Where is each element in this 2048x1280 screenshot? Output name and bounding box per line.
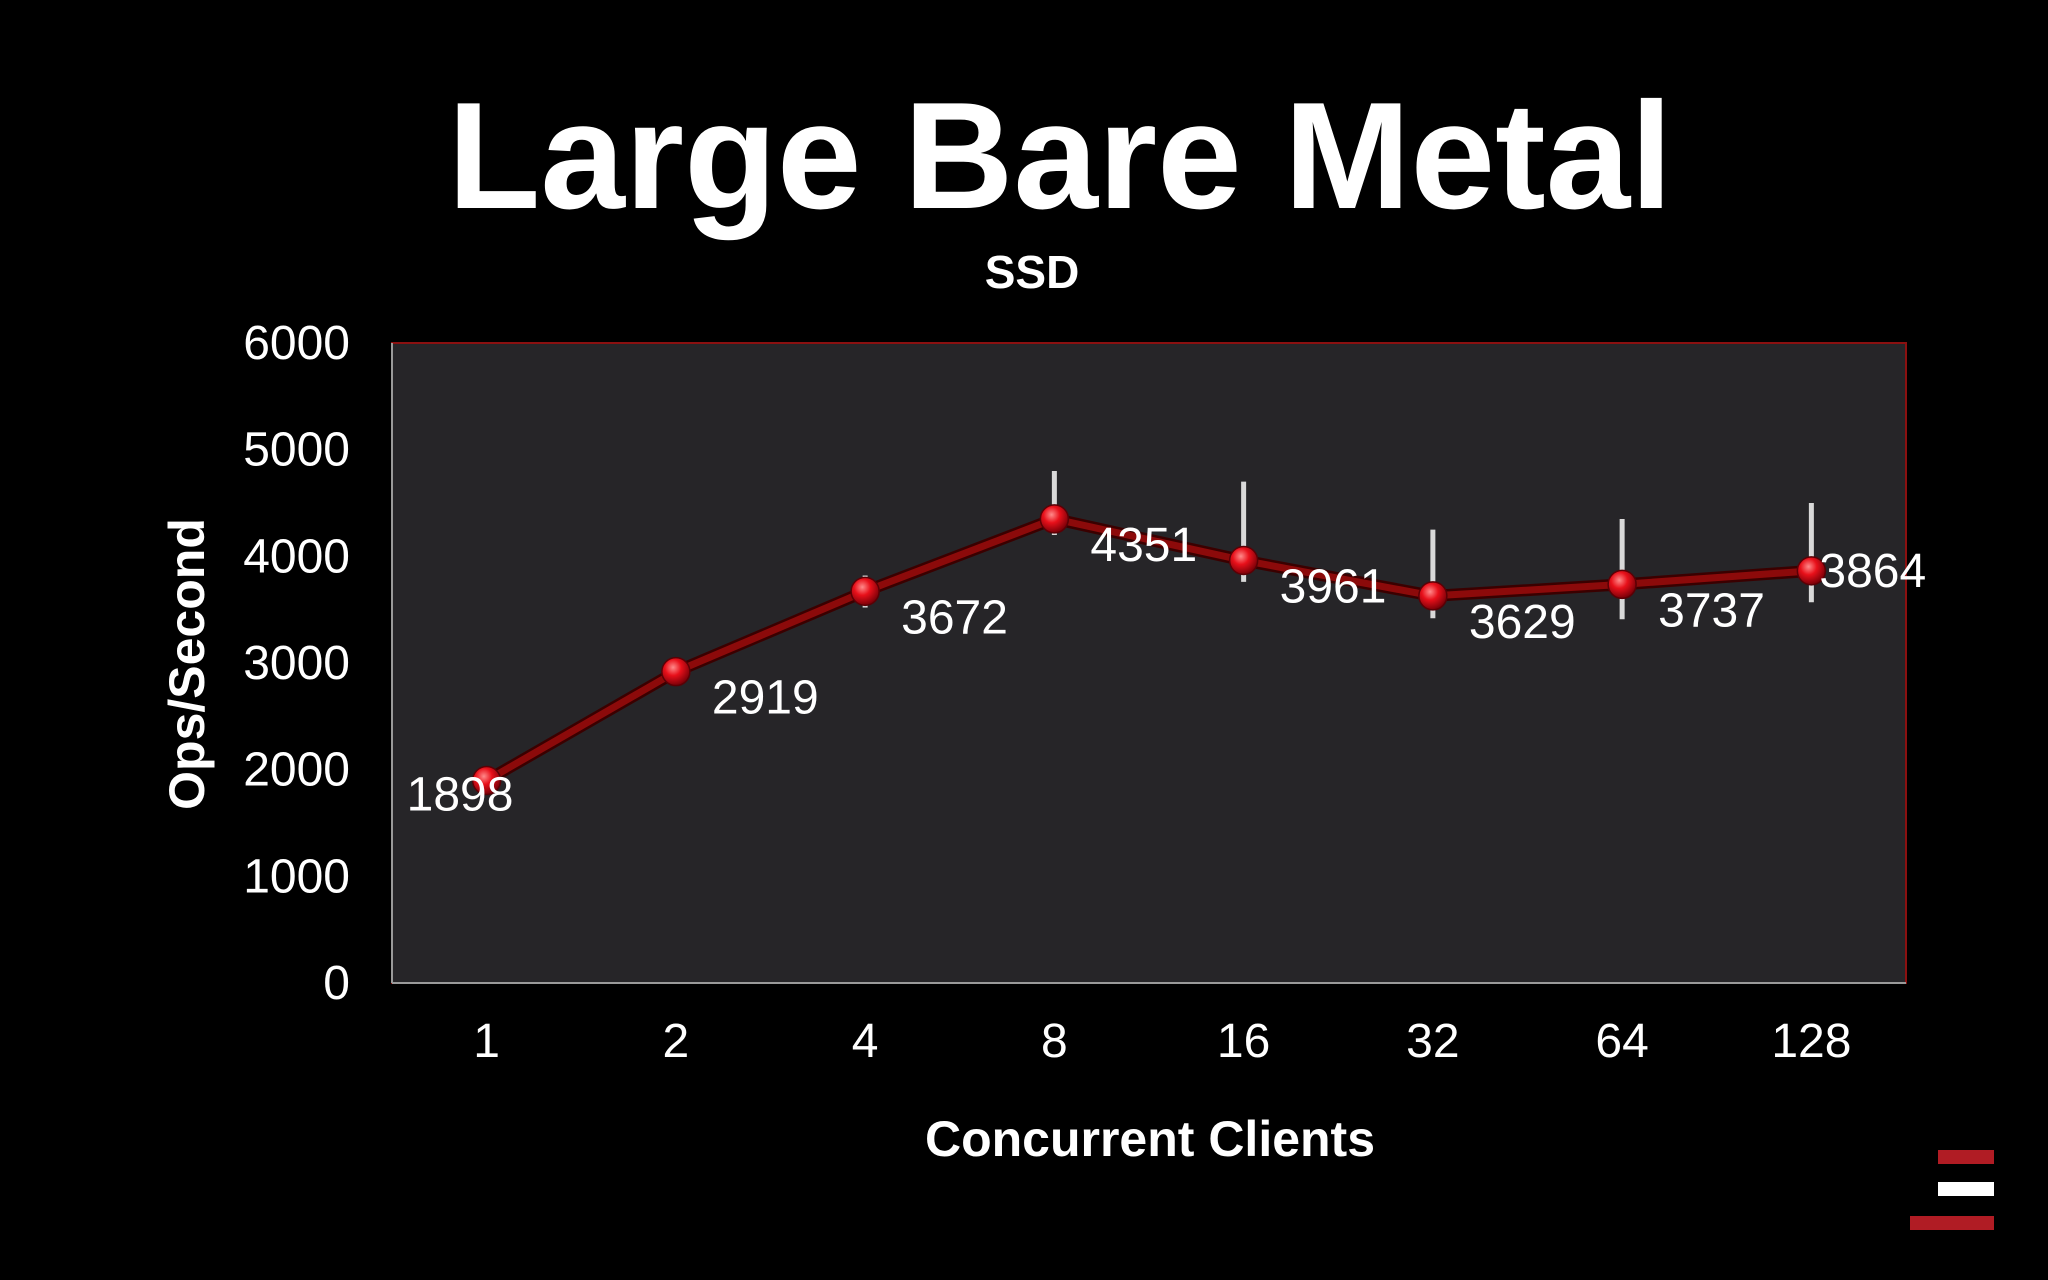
x-tick-label: 32 <box>1406 1015 1459 1068</box>
data-label: 3864 <box>1819 545 1926 598</box>
data-point <box>471 765 502 796</box>
x-tick-label: 2 <box>663 1015 690 1068</box>
logo-bar-top <box>1938 1150 1994 1164</box>
data-label: 2919 <box>712 672 819 725</box>
y-tick-label: 3000 <box>243 637 350 690</box>
x-tick-label: 4 <box>852 1015 879 1068</box>
series-line-group <box>480 512 1818 787</box>
x-tick-label: 128 <box>1771 1015 1851 1068</box>
y-tick-label: 1000 <box>243 850 350 903</box>
series-line <box>483 515 1815 785</box>
data-label: 3629 <box>1469 596 1576 649</box>
y-axis-label: Ops/Second <box>159 518 215 810</box>
y-tick-label: 2000 <box>243 744 350 797</box>
x-tick-label: 1 <box>473 1015 500 1068</box>
brand-logo-icon <box>1910 1150 1994 1230</box>
y-tick-label: 5000 <box>243 424 350 477</box>
data-label: 1898 <box>407 769 514 822</box>
x-axis-label: Concurrent Clients <box>925 1111 1375 1167</box>
data-point <box>1607 569 1637 600</box>
data-point <box>1039 504 1070 534</box>
data-label: 4351 <box>1090 519 1197 572</box>
x-tick-label: 8 <box>1041 1015 1068 1068</box>
data-point <box>661 656 691 687</box>
y-tick-label: 4000 <box>243 530 350 583</box>
x-tick-label: 64 <box>1595 1015 1648 1068</box>
data-point <box>850 576 880 607</box>
data-label: 3672 <box>901 591 1008 644</box>
data-point <box>1418 581 1448 611</box>
logo-bar-bottom <box>1910 1216 1994 1230</box>
logo-bar-middle <box>1938 1182 1994 1196</box>
slide-title: Large Bare Metal <box>448 71 1673 241</box>
data-label: 3961 <box>1280 560 1387 613</box>
data-points <box>471 504 1827 796</box>
y-tick-labels: 0 1000 2000 3000 4000 5000 6000 <box>243 317 350 1010</box>
y-tick-label: 6000 <box>243 317 350 370</box>
x-tick-labels: 1 2 4 8 16 32 64 128 <box>473 1015 1851 1068</box>
data-labels: 1898 2919 3672 4351 3961 3629 3737 3864 <box>407 519 1927 822</box>
plot-area <box>391 342 1907 984</box>
data-label: 3737 <box>1658 584 1765 637</box>
x-tick-label: 16 <box>1217 1015 1270 1068</box>
chart-title: SSD <box>985 246 1080 298</box>
y-tick-label: 0 <box>323 957 350 1010</box>
data-point <box>1796 556 1827 586</box>
data-point <box>1228 545 1259 576</box>
